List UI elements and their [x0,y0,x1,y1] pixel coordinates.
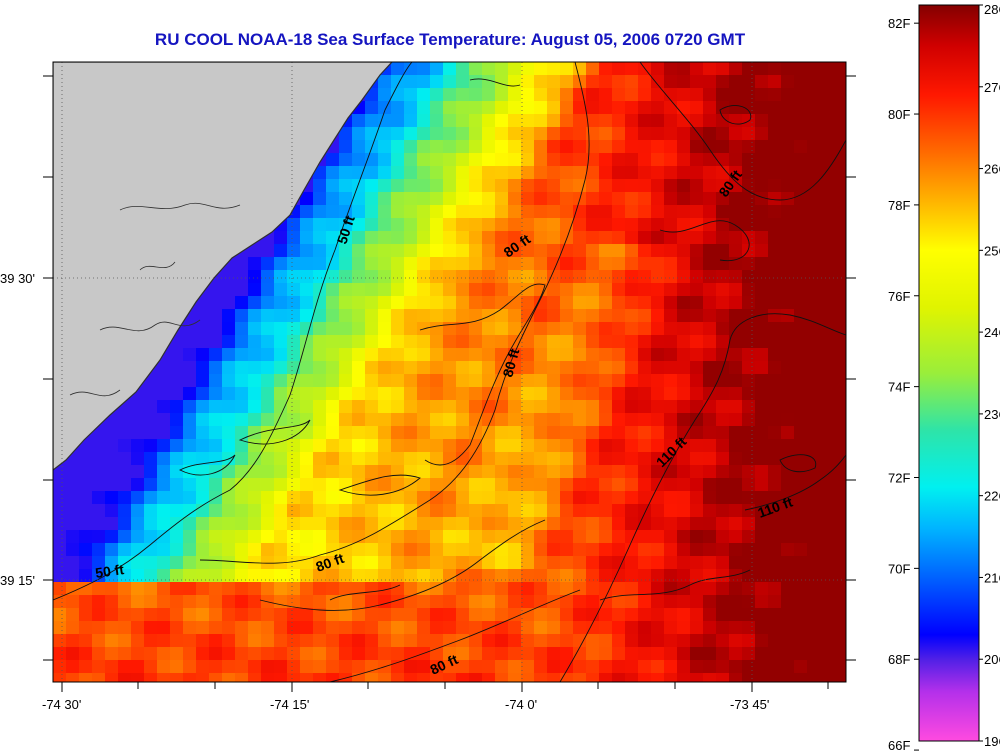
x-tick-label: -74 0' [505,697,537,712]
celsius-label: 19C [984,734,1000,749]
celsius-label: 24C [984,325,1000,340]
y-tick-label: 39 30' [0,271,35,286]
land-mass [53,62,393,471]
fahrenheit-label: 70F [888,561,910,576]
x-tick-label: -74 15' [270,697,309,712]
celsius-label: 25C [984,243,1000,258]
contour-110ft-a [559,313,846,682]
y-tick-label: 39 15' [0,573,35,588]
x-tick-label: -74 30' [42,697,81,712]
contour-shoal-2 [338,474,421,496]
contour-80ft-a [199,62,590,564]
contour-80ft-e [639,62,846,201]
fahrenheit-label: 72F [888,470,910,485]
graticule [53,62,846,682]
celsius-label: 28C [984,2,1000,17]
contour-110ft-b [744,454,846,511]
celsius-label: 21C [984,570,1000,585]
fahrenheit-label: 68F [888,652,910,667]
contour-shoal-6 [469,78,521,87]
fahrenheit-label: 80F [888,107,910,122]
map-title: RU COOL NOAA-18 Sea Surface Temperature:… [154,30,746,49]
celsius-label: 27C [984,80,1000,95]
contour-80ft-c [259,519,546,611]
celsius-label: 26C [984,162,1000,177]
fahrenheit-label: 82F [888,16,910,31]
contour-80ft-d [329,589,581,682]
contour-label: 50 ft [94,561,125,581]
fahrenheit-label: 74F [888,380,910,395]
celsius-label: 22C [984,489,1000,504]
contour-shoal-7 [599,569,751,601]
coastal-marsh-lines [69,202,241,397]
plot-frame [52,61,847,683]
celsius-label: 20C [984,652,1000,667]
axis-ticks [43,75,856,692]
contour-80ft-b [419,283,546,466]
celsius-label: 23C [984,407,1000,422]
contour-80ft-f [659,220,750,262]
fahrenheit-label: 66F [888,738,910,753]
contour-shoal-5 [779,454,817,473]
colorbar-ticks: 28C 27C 26C 25C 24C 23C 22C 21C 20C 19C 82F 80F 78F 7… [888,2,1000,753]
fahrenheit-label: 78F [888,198,910,213]
colorbar-scale [918,4,980,742]
x-tick-label: -73 45' [730,697,769,712]
contour-label: 80 ft [499,347,522,379]
contour-shoal-3 [178,454,236,476]
colorbar: 28C 27C 26C 25C 24C 23C 22C 21C 20C 19C 82F 80F 78F 7… [888,2,1000,753]
bathymetry-contours [53,62,846,682]
contour-shoal-8 [329,584,401,601]
contour-shoal-1 [238,419,311,445]
contour-50ft [53,62,413,601]
contour-shoal-4 [719,105,752,125]
fahrenheit-label: 76F [888,289,910,304]
